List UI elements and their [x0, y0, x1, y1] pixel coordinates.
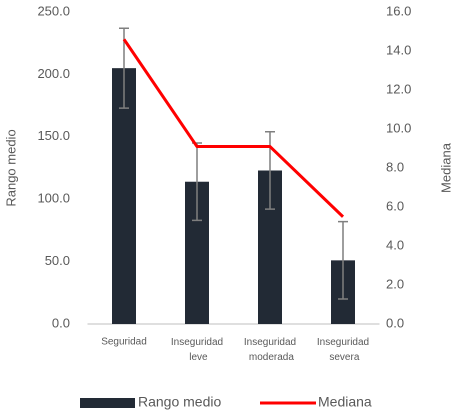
error-bar	[338, 220, 348, 300]
x-tick-label: Seguridad	[101, 337, 147, 348]
y2-axis-title: Mediana	[438, 142, 453, 193]
line	[122, 38, 345, 218]
y2-tick-label: 10.0	[386, 120, 411, 135]
x-tick-label: Inseguridad leve	[171, 337, 223, 363]
y2-tick-label: 4.0	[386, 237, 404, 252]
error-bar	[265, 131, 275, 210]
x-tick-label: Inseguridad severa	[317, 337, 369, 363]
y-tick-label: 100.0	[37, 191, 70, 206]
y-tick-label: 200.0	[37, 66, 70, 81]
y-tick-label: 150.0	[37, 128, 70, 143]
y2-tick-label: 6.0	[386, 198, 404, 213]
y2-tick-label: 8.0	[386, 159, 404, 174]
y2-tick-label: 12.0	[386, 81, 411, 96]
bar	[112, 68, 136, 324]
y-tick-label: 250.0	[37, 3, 70, 18]
y-tick-label: 50.0	[45, 253, 70, 268]
y2-tick-label: 2.0	[386, 276, 404, 291]
legend-label: Mediana	[318, 394, 372, 410]
y-axis-title: Rango medio	[3, 129, 18, 206]
y2-tick-label: 14.0	[386, 42, 411, 57]
legend-swatch	[80, 398, 135, 408]
y2-tick-label: 16.0	[386, 3, 411, 18]
y2-tick-label: 0.0	[386, 315, 404, 330]
legend-label: Rango medio	[138, 394, 221, 410]
y-tick-label: 0.0	[52, 315, 70, 330]
x-tick-label: Inseguridad moderada	[244, 337, 296, 363]
